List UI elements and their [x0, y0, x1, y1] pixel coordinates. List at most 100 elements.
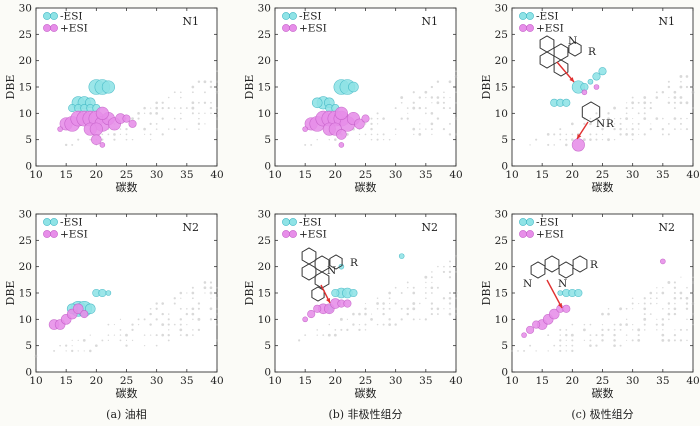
background-dot	[656, 302, 658, 305]
background-dot	[449, 96, 451, 99]
background-dot	[89, 349, 92, 353]
background-dot	[65, 344, 68, 347]
background-dot	[334, 138, 337, 141]
background-dot	[529, 344, 532, 347]
background-dot	[400, 117, 403, 120]
background-dot	[186, 308, 188, 310]
atom-label: R	[588, 46, 597, 58]
background-dot	[382, 117, 385, 120]
background-dot	[333, 333, 337, 337]
background-dot	[406, 281, 409, 284]
legend-marker-pos	[282, 24, 290, 32]
background-dot	[583, 339, 586, 342]
background-dot	[667, 312, 671, 316]
background-dot	[197, 328, 201, 332]
ring	[539, 51, 555, 69]
data-point	[105, 290, 112, 296]
molecule-n2-nonpolar: RN	[301, 247, 359, 302]
data-point	[361, 114, 370, 123]
background-dot	[197, 80, 201, 83]
x-axis-label: 碳数	[355, 386, 377, 400]
background-dot	[638, 128, 640, 130]
background-dot	[637, 112, 640, 115]
background-dot	[661, 338, 665, 342]
background-dot	[215, 107, 219, 110]
data-point	[338, 263, 345, 270]
background-dot	[613, 333, 616, 337]
background-dot	[198, 117, 200, 120]
background-dot	[113, 138, 116, 141]
background-dot	[583, 122, 586, 126]
background-dot	[685, 128, 689, 131]
x-tick-label: 40	[686, 169, 699, 181]
background-dot	[364, 307, 367, 311]
y-axis-label: DBE	[4, 75, 17, 100]
background-dot	[650, 123, 652, 125]
background-dot	[595, 112, 598, 115]
legend-marker-pos	[519, 230, 527, 238]
background-dot	[692, 323, 694, 326]
background-dot	[662, 329, 664, 331]
background-dot	[419, 302, 421, 305]
background-dot	[53, 349, 56, 352]
background-dot	[565, 339, 567, 341]
background-dot	[203, 286, 207, 290]
background-dot	[679, 297, 683, 300]
background-dot	[685, 307, 689, 311]
y-tick-label: 0	[501, 161, 508, 173]
background-dot	[565, 138, 568, 141]
arrow-head	[577, 134, 582, 139]
y-tick-label: 5	[25, 134, 32, 146]
background-dot	[149, 334, 152, 336]
background-dot	[191, 112, 194, 115]
background-dot	[661, 127, 665, 131]
background-dot	[589, 138, 592, 141]
background-dot	[443, 96, 445, 99]
background-dot	[607, 308, 610, 310]
background-dot	[394, 323, 397, 326]
x-tick-label: 25	[120, 169, 133, 181]
background-dot	[667, 101, 671, 105]
y-tick-label: 5	[501, 340, 508, 352]
background-dot	[400, 307, 403, 310]
background-dot	[454, 133, 458, 136]
background-dot	[203, 281, 207, 284]
background-dot	[674, 302, 676, 305]
background-dot	[101, 138, 104, 141]
background-dot	[559, 128, 562, 131]
background-dot	[619, 127, 622, 131]
y-tick-label: 10	[258, 314, 271, 326]
background-dot	[131, 339, 134, 342]
background-dot	[388, 318, 391, 321]
background-dot	[679, 339, 683, 342]
background-dot	[583, 138, 586, 142]
background-dot	[71, 345, 73, 347]
background-dot	[155, 334, 158, 337]
background-dot	[149, 323, 152, 326]
background-dot	[607, 138, 610, 142]
y-tick-label: 15	[19, 82, 32, 94]
x-tick-label: 25	[359, 375, 372, 387]
background-dot	[358, 323, 361, 326]
background-dot	[191, 291, 195, 295]
background-dot	[412, 286, 415, 289]
background-dot	[685, 75, 689, 78]
background-dot	[424, 275, 428, 279]
background-dot	[643, 133, 646, 136]
x-tick-label: 10	[29, 169, 42, 181]
background-dot	[216, 286, 218, 289]
x-tick-label: 25	[596, 169, 609, 181]
x-tick-label: 15	[298, 375, 311, 387]
background-dot	[686, 117, 688, 120]
background-dot	[167, 333, 170, 337]
background-dot	[376, 112, 379, 115]
y-axis-label: DBE	[243, 281, 256, 306]
background-dot	[661, 318, 665, 321]
background-dot	[673, 339, 676, 342]
data-point	[101, 80, 115, 94]
background-dot	[179, 334, 182, 337]
background-dot	[143, 112, 146, 115]
background-dot	[632, 323, 634, 326]
background-dot	[395, 133, 397, 135]
background-dot	[625, 107, 628, 110]
